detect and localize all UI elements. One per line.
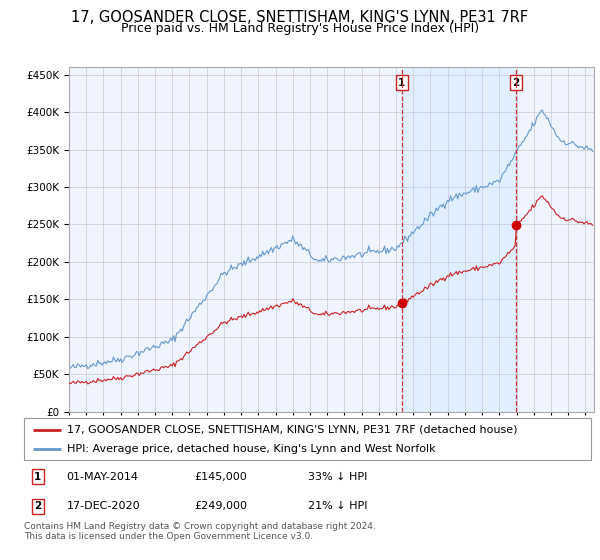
Text: £145,000: £145,000 (194, 472, 247, 482)
Text: 17-DEC-2020: 17-DEC-2020 (67, 501, 140, 511)
Text: £249,000: £249,000 (194, 501, 247, 511)
Text: 2: 2 (34, 501, 41, 511)
Text: 1: 1 (34, 472, 41, 482)
Text: 33% ↓ HPI: 33% ↓ HPI (308, 472, 367, 482)
Text: HPI: Average price, detached house, King's Lynn and West Norfolk: HPI: Average price, detached house, King… (67, 444, 435, 454)
Text: 17, GOOSANDER CLOSE, SNETTISHAM, KING'S LYNN, PE31 7RF: 17, GOOSANDER CLOSE, SNETTISHAM, KING'S … (71, 10, 529, 25)
Text: 21% ↓ HPI: 21% ↓ HPI (308, 501, 367, 511)
Text: 1: 1 (398, 78, 406, 88)
Text: 17, GOOSANDER CLOSE, SNETTISHAM, KING'S LYNN, PE31 7RF (detached house): 17, GOOSANDER CLOSE, SNETTISHAM, KING'S … (67, 424, 517, 435)
FancyBboxPatch shape (24, 418, 591, 460)
Text: 2: 2 (512, 78, 520, 88)
Text: Price paid vs. HM Land Registry's House Price Index (HPI): Price paid vs. HM Land Registry's House … (121, 22, 479, 35)
Bar (402, 67, 516, 412)
Text: Contains HM Land Registry data © Crown copyright and database right 2024.
This d: Contains HM Land Registry data © Crown c… (24, 522, 376, 542)
Text: 01-MAY-2014: 01-MAY-2014 (67, 472, 139, 482)
